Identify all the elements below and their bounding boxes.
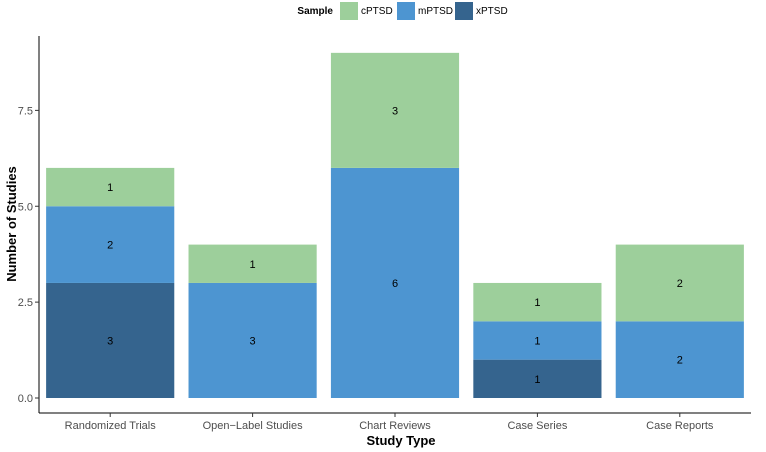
bar-labels-group: 3 2 1 3 1 6 3 1 1 1 2 2 bbox=[107, 105, 683, 385]
bar-value-label: 1 bbox=[250, 259, 256, 271]
legend-title: Sample bbox=[297, 6, 333, 17]
legend-swatch-mptsd bbox=[397, 2, 415, 20]
bar-value-label: 3 bbox=[107, 335, 113, 347]
bar-value-label: 3 bbox=[392, 105, 398, 117]
legend-label-cptsd: cPTSD bbox=[361, 6, 393, 17]
legend: Sample cPTSD mPTSD xPTSD bbox=[297, 2, 508, 20]
bar-case-series-cptsd bbox=[473, 282, 602, 322]
x-axis-title: Study Type bbox=[366, 433, 435, 448]
legend-label-mptsd: mPTSD bbox=[418, 6, 453, 17]
bar-chart-reviews-mptsd bbox=[330, 167, 460, 398]
bar-case-reports-mptsd bbox=[615, 321, 744, 398]
bar-value-label: 1 bbox=[534, 297, 540, 309]
bar-value-label: 1 bbox=[107, 182, 113, 194]
y-tick-label: 0.0 bbox=[18, 393, 33, 405]
bar-value-label: 6 bbox=[392, 278, 398, 290]
bar-case-series-xptsd bbox=[473, 359, 602, 398]
x-tick-label: Case Series bbox=[507, 420, 567, 432]
bar-value-label: 2 bbox=[107, 240, 113, 252]
bar-value-label: 1 bbox=[534, 335, 540, 347]
y-axis-title: Number of Studies bbox=[4, 166, 19, 282]
legend-swatch-cptsd bbox=[340, 2, 358, 20]
y-tick-label: 5.0 bbox=[18, 201, 33, 213]
legend-label-xptsd: xPTSD bbox=[476, 6, 508, 17]
bar-open-label-studies-mptsd bbox=[188, 282, 317, 398]
bar-value-label: 3 bbox=[250, 335, 256, 347]
bar-value-label: 2 bbox=[677, 355, 683, 367]
bar-chart-reviews-cptsd bbox=[330, 52, 460, 168]
bars-group bbox=[46, 52, 744, 398]
x-tick-label: Randomized Trials bbox=[65, 420, 157, 432]
x-tick-label: Chart Reviews bbox=[359, 420, 431, 432]
bar-case-series-mptsd bbox=[473, 321, 602, 360]
bar-randomized-trials-cptsd bbox=[46, 167, 175, 207]
y-tick-label: 2.5 bbox=[18, 297, 33, 309]
bar-case-reports-cptsd bbox=[615, 244, 744, 322]
bar-value-label: 1 bbox=[534, 374, 540, 386]
y-tick-label: 7.5 bbox=[18, 105, 33, 117]
bar-randomized-trials-xptsd bbox=[46, 282, 175, 398]
bar-value-label: 2 bbox=[677, 278, 683, 290]
x-ticks-group: Randomized Trials Open−Label Studies Chart… bbox=[65, 413, 714, 432]
bar-randomized-trials-mptsd bbox=[46, 206, 175, 283]
x-tick-label: Case Reports bbox=[646, 420, 714, 432]
x-tick-label: Open−Label Studies bbox=[203, 420, 303, 432]
y-ticks-group: 0.0 2.5 5.0 7.5 bbox=[18, 105, 39, 405]
bar-open-label-studies-cptsd bbox=[188, 244, 317, 283]
legend-swatch-xptsd bbox=[455, 2, 473, 20]
